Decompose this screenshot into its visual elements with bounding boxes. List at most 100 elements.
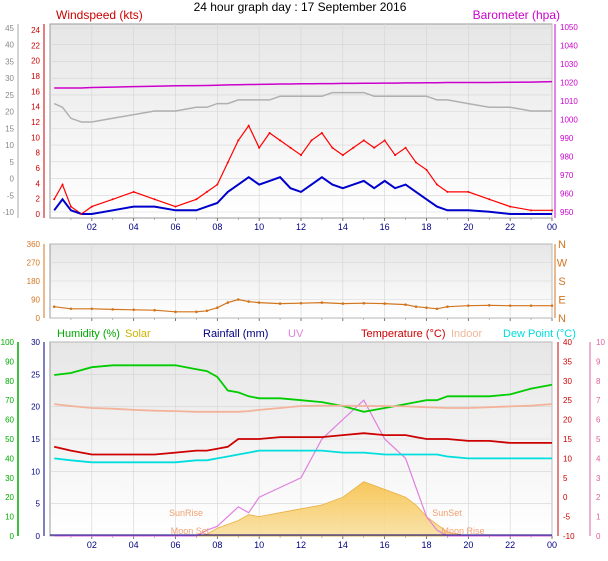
direction-point	[341, 302, 345, 305]
humidity-tick-label: 30	[5, 474, 14, 483]
series-indoor-line	[54, 403, 553, 413]
direction-point	[257, 301, 261, 304]
gust-point	[195, 198, 198, 201]
humidity-tick-label: 40	[5, 454, 14, 463]
rain-tick-label: 0	[36, 532, 41, 541]
series-direction-line	[54, 298, 552, 313]
humidity-tick-label: 100	[1, 338, 15, 347]
uv-tick-label: 10	[596, 338, 605, 347]
right-tick-label-baro: 1050	[560, 23, 578, 32]
x-tick-label: 02	[87, 540, 97, 550]
uv-tick-label: 7	[596, 396, 601, 405]
x-tick-label: 14	[338, 222, 348, 232]
x-tick-label: 12	[296, 540, 306, 550]
uv-tick-label: 5	[596, 435, 601, 444]
x-tick-label: 00	[547, 222, 557, 232]
compass-label: S	[558, 276, 565, 288]
legend-item: Humidity (%)	[57, 328, 120, 340]
left-tick-label-b: 18	[31, 72, 40, 81]
direction-point	[174, 310, 177, 314]
moonrise-label: Moon Rise	[441, 526, 484, 536]
x-tick-label: 22	[505, 540, 515, 550]
left-tick-label-a: 30	[5, 74, 14, 83]
direction-point	[299, 301, 303, 305]
temp-tick-label: 35	[563, 357, 572, 366]
temp-tick-label: 30	[563, 377, 572, 386]
direction-point	[529, 304, 533, 307]
left-tick-label-a: 40	[5, 41, 14, 50]
temp-tick-label: 25	[563, 396, 572, 405]
gust-point	[111, 198, 114, 201]
direction-point	[69, 307, 73, 311]
gust-point	[90, 205, 93, 208]
direction-point	[404, 303, 407, 306]
legend-item: Dew Point (°C)	[503, 328, 576, 340]
direction-tick-label: 270	[27, 259, 41, 268]
gust-point	[132, 190, 135, 193]
series-barometer-line	[54, 80, 553, 89]
gust-point	[446, 190, 449, 193]
uv-tick-label: 1	[596, 513, 601, 522]
series-uv-line	[54, 399, 552, 537]
x-tick-label: 20	[463, 540, 473, 550]
series-temperature-line	[54, 432, 552, 456]
left-tick-label-b: 6	[36, 164, 41, 173]
uv-tick-label: 4	[596, 454, 601, 463]
temp-tick-label: 40	[563, 338, 572, 347]
x-tick-label: 10	[254, 540, 264, 550]
temp-tick-label: 5	[563, 474, 568, 483]
left-tick-label-b: 12	[31, 118, 40, 127]
x-tick-label: 00	[547, 540, 557, 550]
temp-tick-label: 15	[563, 435, 572, 444]
legend-item: Temperature (°C)	[361, 328, 445, 340]
gust-point	[352, 146, 355, 149]
right-tick-label-baro: 1010	[560, 97, 578, 106]
gust-point	[205, 190, 208, 193]
direction-point	[153, 308, 156, 312]
left-tick-label-a: 20	[5, 108, 14, 117]
left-tick-label-a: -10	[2, 208, 14, 217]
x-tick-label: 16	[380, 222, 390, 232]
gust-point	[530, 209, 533, 212]
legend-item: Solar	[125, 328, 151, 340]
gust-point	[226, 161, 229, 164]
uv-tick-label: 8	[596, 377, 601, 386]
left-tick-label-a: 45	[5, 24, 14, 33]
left-tick-label-b: 14	[31, 103, 40, 112]
series-humidity-line	[54, 364, 553, 413]
left-tick-label-a: 25	[5, 91, 14, 100]
gust-point	[415, 161, 418, 164]
page-title: 24 hour graph day : 17 September 2016	[194, 0, 407, 14]
gust-point	[404, 146, 407, 149]
direction-point	[132, 308, 135, 312]
gust-point	[383, 139, 386, 142]
series-dewpoint-line	[54, 449, 552, 464]
direction-point	[414, 305, 418, 308]
temp-tick-label: -5	[563, 513, 571, 522]
gust-point	[216, 183, 219, 186]
x-tick-label: 06	[170, 540, 180, 550]
gust-point	[488, 198, 491, 201]
humidity-tick-label: 20	[5, 493, 14, 502]
rain-tick-label: 30	[31, 338, 40, 347]
x-tick-label: 18	[421, 540, 431, 550]
gust-point	[509, 205, 512, 208]
x-tick-label: 16	[380, 540, 390, 550]
direction-point	[111, 308, 115, 311]
gust-point	[153, 198, 156, 201]
x-tick-label: 18	[421, 222, 431, 232]
sunset-label: SunSet	[432, 508, 462, 518]
gust-point	[341, 154, 344, 157]
x-tick-label: 04	[129, 540, 139, 550]
gust-point	[467, 190, 470, 193]
series-average-line	[53, 175, 552, 215]
uv-tick-label: 9	[596, 357, 601, 366]
humidity-tick-label: 90	[5, 357, 14, 366]
left-tick-label-a: 0	[10, 175, 15, 184]
left-tick-label-a: 5	[10, 158, 15, 167]
direction-point	[205, 309, 209, 313]
left-tick-label-b: 22	[31, 41, 40, 50]
right-tick-label-baro: 1040	[560, 42, 578, 51]
series-grey-line	[53, 91, 552, 123]
uv-tick-label: 6	[596, 416, 601, 425]
